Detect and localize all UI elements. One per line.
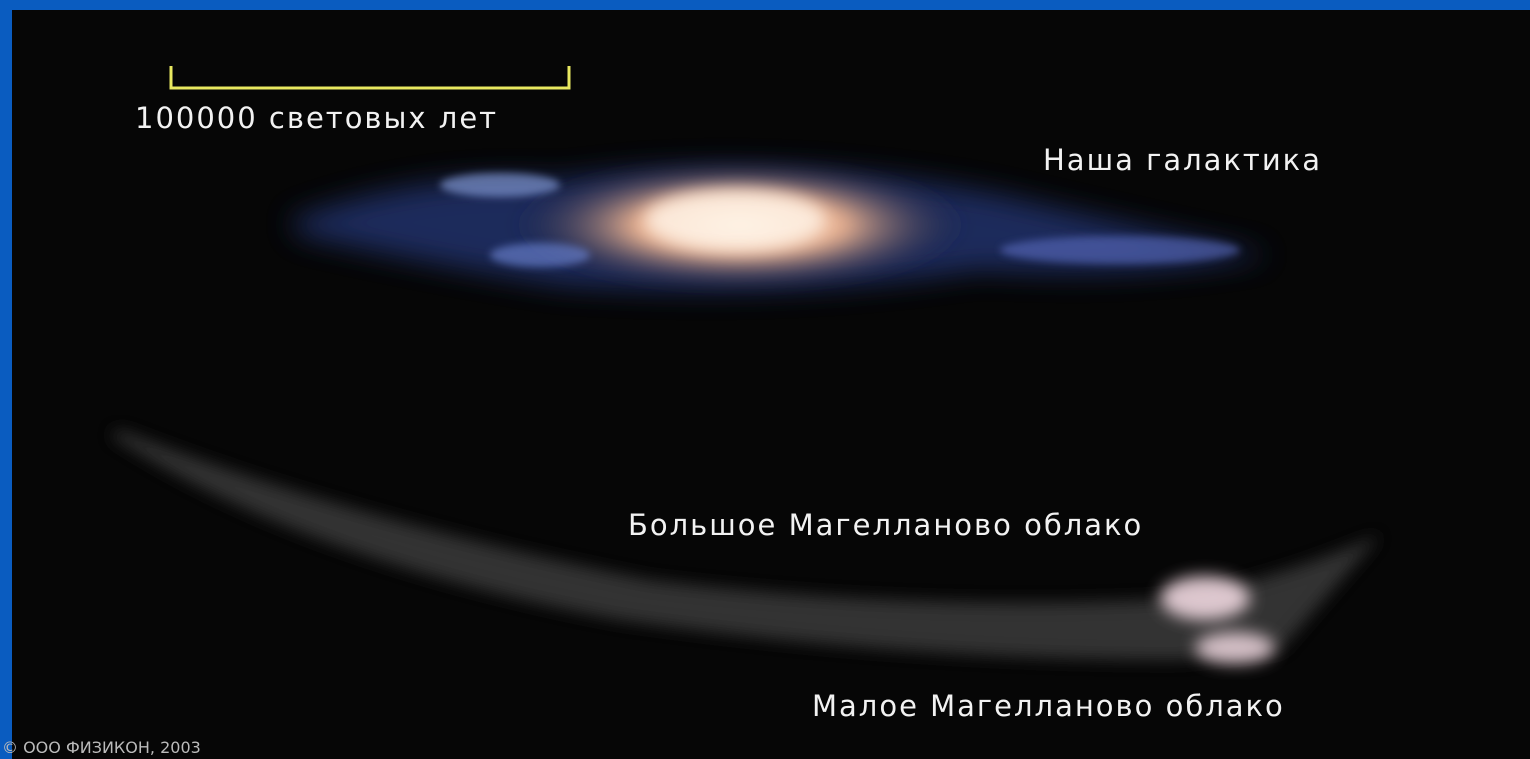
page: 100000 световых лет Наша галактика Больш… — [0, 0, 1530, 759]
lmc-label: Большое Магелланово облако — [628, 508, 1143, 542]
copyright: © ООО ФИЗИКОН, 2003 — [2, 738, 201, 757]
galaxy-label: Наша галактика — [1043, 143, 1322, 177]
smc-label: Малое Магелланово облако — [812, 689, 1285, 723]
slide: 100000 световых лет Наша галактика Больш… — [0, 0, 1530, 759]
scale-label: 100000 световых лет — [135, 101, 498, 135]
